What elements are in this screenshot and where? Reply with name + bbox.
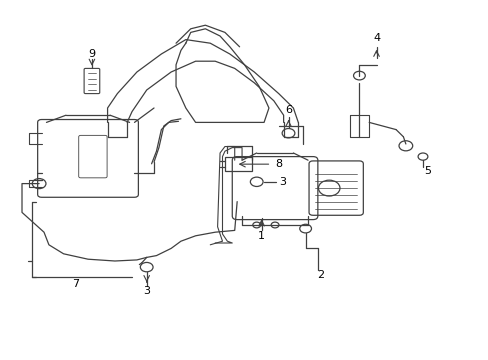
Text: 1: 1 bbox=[258, 231, 264, 241]
Text: 9: 9 bbox=[88, 49, 95, 59]
Text: 2: 2 bbox=[316, 270, 323, 280]
Text: 6: 6 bbox=[285, 105, 291, 115]
Bar bbox=[224, 157, 251, 171]
Text: 3: 3 bbox=[143, 286, 150, 296]
Text: 8: 8 bbox=[275, 159, 282, 169]
Text: 4: 4 bbox=[372, 33, 379, 43]
Text: 5: 5 bbox=[424, 166, 430, 176]
Text: 3: 3 bbox=[279, 177, 285, 187]
Text: 7: 7 bbox=[72, 279, 79, 289]
